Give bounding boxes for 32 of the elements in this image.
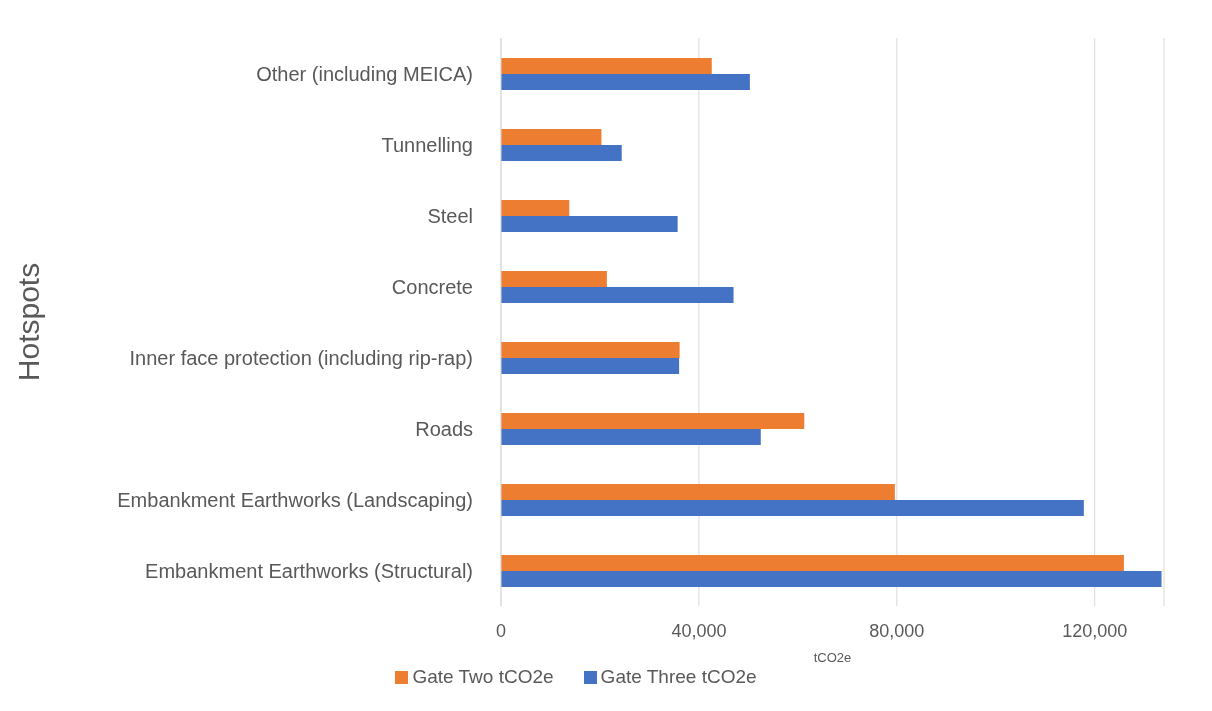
bar <box>501 428 761 445</box>
x-axis-title: tCO2e <box>813 650 852 665</box>
bar <box>501 144 622 161</box>
y-axis-title: Hotspots <box>11 262 45 382</box>
bar <box>501 215 678 232</box>
bar <box>501 73 750 90</box>
y-tick-label: Inner face protection (including rip-rap) <box>129 346 473 369</box>
bar <box>501 57 712 74</box>
bar <box>501 570 1162 587</box>
x-tick-label: 40,000 <box>671 620 727 641</box>
bar <box>501 412 805 429</box>
y-tick-label: Tunnelling <box>381 133 473 156</box>
bar <box>501 128 602 145</box>
bar <box>501 483 895 500</box>
legend-label: Gate Two tCO2e <box>412 666 554 687</box>
bar <box>501 270 607 287</box>
bar <box>501 286 734 303</box>
bar <box>501 499 1084 516</box>
x-tick-label: 120,000 <box>1062 620 1128 641</box>
bar <box>501 341 680 358</box>
legend-label: Gate Three tCO2e <box>600 666 757 687</box>
y-tick-label: Other (including MEICA) <box>256 62 473 85</box>
y-tick-label: Embankment Earthworks (Landscaping) <box>117 488 473 511</box>
x-tick-label: 0 <box>495 620 507 641</box>
bar <box>501 199 570 216</box>
x-tick-label: 80,000 <box>869 620 925 641</box>
y-tick-label: Roads <box>415 417 473 440</box>
bar <box>501 554 1124 571</box>
y-tick-label: Steel <box>427 204 473 227</box>
y-tick-label: Embankment Earthworks (Structural) <box>145 559 473 582</box>
bar <box>501 357 680 374</box>
y-tick-label: Concrete <box>391 275 473 298</box>
